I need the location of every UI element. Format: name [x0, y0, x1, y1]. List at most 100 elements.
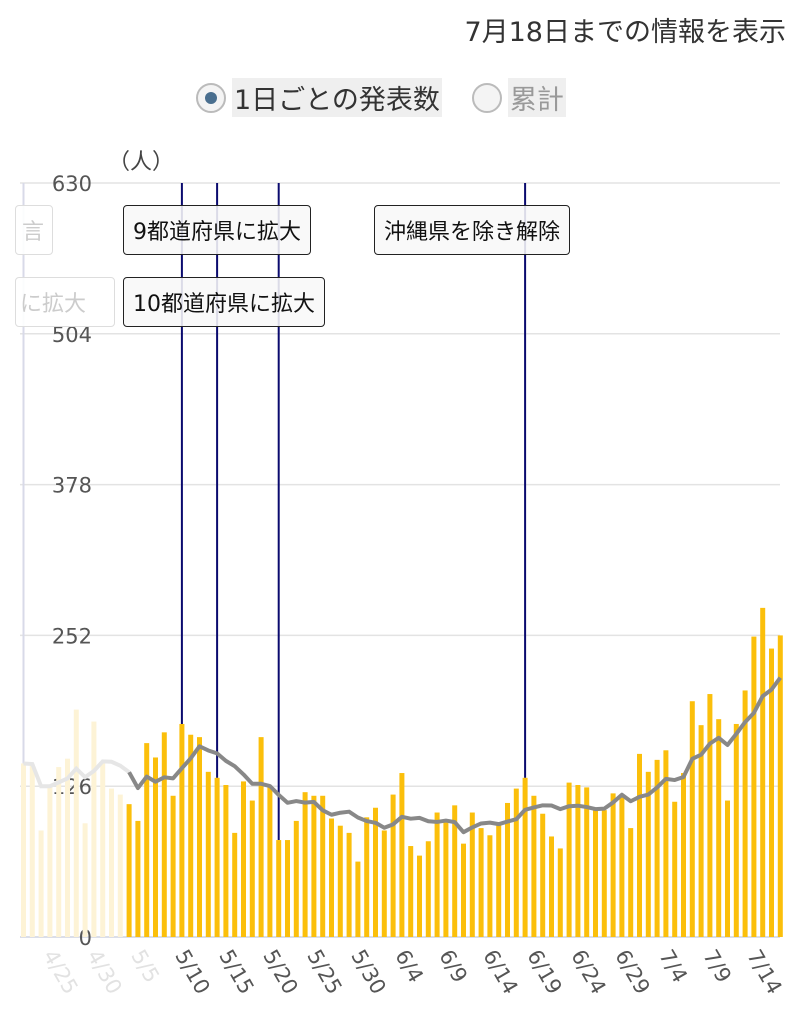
faded-bar	[73, 709, 79, 937]
bar	[760, 607, 766, 937]
x-tick-label: 6/19	[522, 946, 566, 999]
bar	[364, 817, 370, 937]
bar	[601, 810, 607, 937]
bar	[707, 694, 713, 937]
radio-cumulative[interactable]: 累計	[471, 78, 566, 117]
bar	[311, 795, 317, 937]
bar	[478, 828, 484, 937]
annotation-faded-1: 言	[15, 205, 53, 255]
x-tick-label: 5/20	[258, 946, 302, 999]
bar	[698, 725, 704, 937]
bar	[170, 795, 176, 937]
faded-bar	[91, 721, 97, 937]
x-tick-label: 4/25	[38, 946, 82, 999]
annotation-faded-2: に拡大	[15, 277, 115, 327]
bar	[214, 777, 220, 937]
bar	[320, 795, 326, 937]
annotation-faded-1-label: 言	[22, 220, 45, 245]
radio-daily-label: 1日ごとの発表数	[232, 78, 442, 117]
radio-unselected-icon	[471, 82, 502, 113]
x-tick-label: 7/9	[698, 946, 736, 987]
bar	[733, 723, 739, 937]
bar	[223, 785, 229, 937]
bar	[725, 800, 730, 937]
bar	[425, 841, 431, 937]
bar	[505, 802, 510, 937]
x-tick-label: 5/30	[346, 946, 390, 999]
bar	[593, 810, 598, 937]
faded-bar	[82, 823, 88, 937]
bar	[293, 820, 299, 937]
annotation-10-prefectures: 10都道府県に拡大	[123, 277, 325, 327]
bar	[126, 804, 132, 937]
x-tick-label: 6/4	[390, 946, 428, 987]
bar	[373, 807, 378, 937]
moving-average-line	[127, 676, 782, 835]
radio-daily[interactable]: 1日ごとの発表数	[196, 78, 442, 117]
annotation-9-prefectures: 9都道府県に拡大	[123, 205, 311, 255]
bar	[751, 636, 757, 937]
x-tick-label: 6/29	[610, 946, 654, 999]
x-tick-label: 5/10	[170, 946, 214, 999]
bar	[249, 800, 255, 937]
faded-bar	[109, 788, 114, 937]
x-tick-label: 6/14	[478, 946, 522, 999]
bar	[496, 823, 502, 937]
bar	[566, 782, 572, 937]
bar	[417, 855, 422, 937]
bar	[276, 840, 282, 937]
bar	[337, 825, 343, 937]
bar	[716, 719, 722, 937]
annotation-label: 沖縄県を除き解除	[384, 220, 561, 245]
bar	[399, 773, 405, 937]
bar	[197, 737, 202, 937]
x-tick-label: 4/30	[82, 946, 126, 999]
bar	[575, 785, 581, 937]
faded-bar	[29, 764, 35, 937]
bar	[329, 818, 334, 937]
annotation-lifted-except-okinawa: 沖縄県を除き解除	[374, 205, 571, 255]
bar	[241, 781, 246, 937]
bar	[390, 794, 396, 937]
bar	[777, 635, 783, 937]
x-tick-label: 6/24	[566, 946, 610, 999]
bar	[645, 771, 651, 937]
x-tick-label: 7/4	[654, 946, 692, 987]
bar	[434, 812, 440, 937]
bar	[540, 813, 546, 937]
bar	[469, 812, 475, 937]
faded-bar	[65, 758, 70, 937]
bar	[408, 846, 414, 937]
bar	[179, 723, 185, 937]
bar	[443, 820, 449, 937]
bar	[153, 757, 158, 937]
radio-cumulative-label: 累計	[507, 78, 566, 117]
annotation-label: 9都道府県に拡大	[133, 220, 301, 245]
bar	[285, 840, 290, 937]
x-tick-label: 6/9	[434, 946, 472, 987]
annotation-faded-2-label: に拡大	[20, 292, 87, 317]
y-tick-label: 252	[52, 624, 92, 648]
bar	[346, 832, 352, 937]
bar	[654, 759, 660, 937]
y-tick-label: 630	[52, 172, 92, 196]
bar	[355, 861, 361, 937]
bar	[531, 795, 537, 937]
faded-bar	[47, 786, 53, 937]
bar	[267, 787, 273, 937]
bar	[628, 828, 634, 937]
bar	[513, 788, 519, 937]
radio-selected-icon	[196, 82, 226, 113]
bar	[610, 793, 616, 937]
display-mode-toggle: 1日ごとの発表数 累計	[196, 78, 596, 117]
bar	[487, 835, 493, 937]
x-tick-label: 5/25	[302, 946, 346, 999]
bar	[461, 843, 466, 937]
bar	[672, 801, 678, 937]
bar	[452, 805, 458, 937]
annotation-label: 10都道府県に拡大	[133, 292, 315, 317]
x-tick-label: 5/5	[126, 946, 164, 987]
bar	[381, 830, 387, 937]
bar	[742, 690, 748, 937]
